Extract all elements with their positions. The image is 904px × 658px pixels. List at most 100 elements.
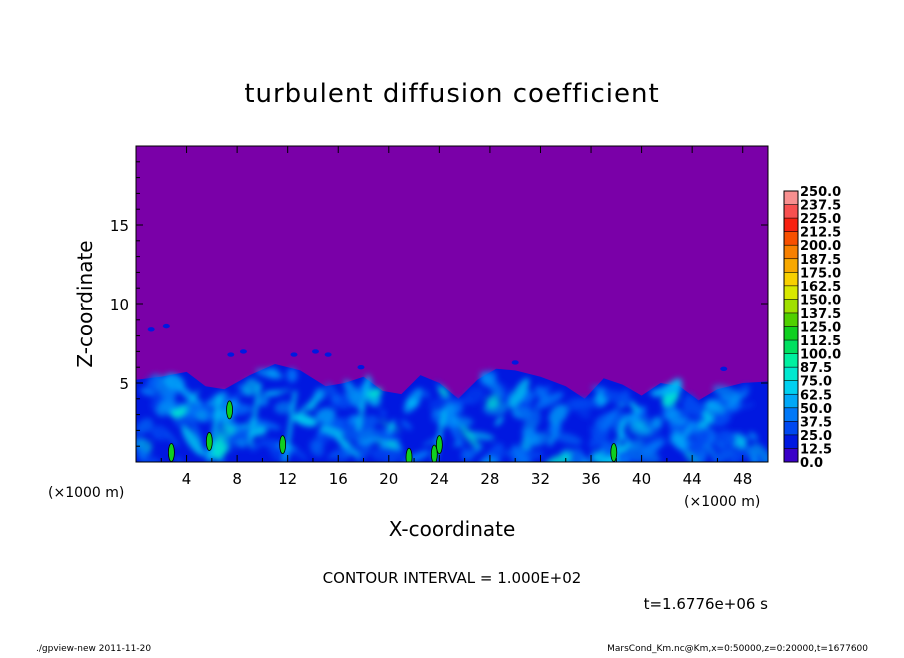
x-tick-label: 48 [733, 470, 752, 488]
eddy-patch [355, 443, 372, 462]
eddy-patch [176, 385, 202, 407]
detached-blob [162, 323, 170, 329]
eddy-patch [715, 440, 726, 450]
eddy-patch [136, 418, 154, 435]
colorbar-label: 50.0 [800, 402, 832, 417]
colorbar-swatch [784, 353, 798, 368]
eddy-patch [739, 434, 755, 441]
eddy-patch [749, 431, 758, 441]
eddy-patch [219, 393, 243, 404]
colorbar-label: 137.5 [800, 307, 841, 322]
eddy-patch [174, 456, 183, 462]
high-value-patch [435, 435, 443, 455]
x-tick-label: 40 [632, 470, 651, 488]
eddy-patch [142, 438, 149, 449]
eddy-patch [670, 431, 687, 450]
eddy-patch [691, 450, 708, 462]
detached-blob [511, 360, 519, 365]
eddy-patch [724, 391, 750, 410]
colorbar-swatch [784, 340, 798, 354]
x-tick-label: 16 [329, 470, 348, 488]
eddy-patch [716, 405, 726, 414]
eddy-patch [553, 432, 583, 445]
eddy-patch [294, 400, 315, 419]
colorbar-label: 25.0 [800, 429, 832, 444]
eddy-patch [649, 439, 665, 450]
x-tick-label: 32 [531, 470, 550, 488]
eddy-patch [569, 451, 584, 462]
colorbar-swatch [784, 231, 798, 246]
colorbar-label: 12.5 [800, 442, 832, 457]
eddy-patch [379, 420, 402, 432]
eddy-patch [144, 374, 159, 390]
x-tick-label: 20 [379, 470, 398, 488]
eddy-patch [534, 391, 564, 409]
colorbar-swatch [784, 434, 798, 449]
plot-area [135, 145, 769, 463]
detached-blob [290, 352, 298, 357]
plume-streak [207, 395, 222, 462]
eddy-patch [679, 408, 691, 419]
eddy-patch [309, 439, 324, 457]
x-axis: 4 8 12 16 20 24 28 32 36 40 44 48 [160, 146, 752, 488]
eddy-patch [370, 446, 405, 462]
eddy-patch [343, 379, 364, 411]
time-label: t=1.6776e+06 s [644, 595, 769, 613]
eddy-patch [601, 406, 619, 432]
eddy-patch [548, 404, 568, 425]
eddy-patch [495, 416, 504, 426]
eddy-patch [266, 367, 280, 379]
eddy-patch [396, 443, 403, 451]
eddy-patch [186, 411, 204, 444]
footer-right: MarsCond_Km.nc@Km,x=0:50000,z=0:20000,t=… [607, 644, 868, 654]
colorbar-swatch [784, 312, 798, 327]
eddy-patch [729, 446, 747, 462]
x-axis-label: X-coordinate [389, 517, 516, 541]
colorbar-swatch [784, 326, 798, 341]
x-tick-label: 24 [430, 470, 449, 488]
x-tick-label: 4 [182, 470, 192, 488]
high-value-patch [167, 443, 175, 462]
colorbar-label: 112.5 [800, 334, 841, 349]
colorbar-label: 225.0 [800, 212, 841, 227]
eddy-patch [428, 399, 443, 410]
eddy-patch [667, 429, 676, 438]
detached-blob [324, 352, 332, 357]
detached-blob [311, 349, 319, 354]
eddy-patch [163, 388, 178, 402]
colorbar-swatch [784, 367, 798, 381]
chart-title: turbulent diffusion coefficient [244, 79, 659, 109]
colorbar-label: 187.5 [800, 253, 841, 268]
eddy-patch [136, 435, 144, 449]
colorbar-swatch [784, 218, 798, 232]
eddy-patch [181, 425, 205, 456]
y-tick-label: 10 [110, 296, 129, 314]
eddy-patch [740, 402, 755, 409]
x-unit-label-left: (×1000 m) [48, 485, 124, 501]
eddy-patch [156, 398, 177, 417]
eddy-patch [250, 441, 263, 452]
eddy-patch [601, 389, 634, 406]
eddy-patch [629, 401, 640, 413]
high-value-patch [279, 435, 287, 455]
eddy-patch [367, 387, 383, 398]
high-value-patch [430, 444, 438, 462]
colorbar-swatch [784, 421, 798, 435]
eddy-patch [139, 387, 157, 396]
eddy-patch [530, 431, 550, 447]
eddy-patch [152, 425, 169, 441]
eddy-patch [458, 423, 480, 450]
eddy-patch [437, 397, 474, 404]
eddy-patch [534, 385, 549, 402]
colorbar-swatch [784, 285, 798, 300]
y-tick-label: 5 [119, 375, 129, 393]
high-value-patch [405, 447, 413, 462]
high-value-patch [226, 400, 233, 420]
eddy-patch [400, 419, 412, 430]
eddy-patch [226, 424, 258, 444]
eddy-patch [370, 430, 401, 442]
eddy-patch [258, 396, 269, 407]
eddy-patch [511, 444, 533, 462]
eddy-patch [590, 385, 607, 392]
